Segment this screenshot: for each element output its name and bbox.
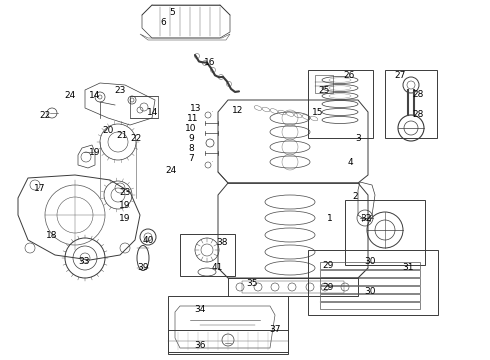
Text: 41: 41	[211, 264, 222, 273]
Text: 21: 21	[116, 131, 128, 140]
Text: 13: 13	[190, 104, 202, 113]
Text: 33: 33	[78, 257, 90, 266]
Text: 16: 16	[204, 58, 216, 67]
Text: 26: 26	[343, 71, 355, 80]
Text: 25: 25	[318, 86, 330, 95]
Text: 39: 39	[137, 264, 149, 273]
Text: 23: 23	[114, 86, 126, 95]
Text: 30: 30	[364, 257, 376, 266]
Bar	[130, 96, 158, 118]
Text: 4: 4	[347, 158, 353, 166]
Text: 31: 31	[402, 264, 414, 273]
Text: 28: 28	[412, 90, 424, 99]
Text: 14: 14	[89, 90, 100, 99]
Text: 20: 20	[102, 126, 114, 135]
Bar	[345, 200, 425, 265]
Text: 29: 29	[322, 261, 334, 270]
Text: 9: 9	[188, 134, 194, 143]
Text: 40: 40	[142, 235, 154, 244]
Text: 19: 19	[119, 201, 131, 210]
Text: 12: 12	[232, 105, 244, 114]
Text: 3: 3	[355, 134, 361, 143]
Text: 2: 2	[352, 192, 358, 201]
Text: 5: 5	[169, 8, 175, 17]
Text: 30: 30	[364, 288, 376, 297]
Text: 11: 11	[187, 113, 199, 122]
Text: 14: 14	[147, 108, 159, 117]
Text: 19: 19	[89, 148, 101, 157]
Bar	[242, 281, 344, 293]
Text: 19: 19	[119, 213, 131, 222]
Bar	[168, 330, 288, 352]
Text: 38: 38	[216, 238, 228, 247]
Text: 28: 28	[412, 109, 424, 118]
Bar	[168, 296, 288, 354]
Text: 17: 17	[34, 184, 46, 193]
Text: 34: 34	[195, 306, 206, 315]
Text: 29: 29	[322, 284, 334, 292]
Bar	[228, 278, 358, 296]
Text: 37: 37	[269, 325, 281, 334]
Text: 22: 22	[39, 111, 50, 120]
Text: 15: 15	[312, 108, 324, 117]
Text: 7: 7	[188, 153, 194, 162]
Text: 10: 10	[185, 123, 197, 132]
Bar	[315, 75, 333, 93]
Text: 6: 6	[160, 18, 166, 27]
Text: 24: 24	[166, 166, 176, 175]
Text: 32: 32	[360, 213, 372, 222]
Bar	[308, 70, 373, 138]
Bar	[308, 250, 438, 315]
Text: 23: 23	[119, 188, 131, 197]
Text: 22: 22	[130, 134, 142, 143]
Text: 1: 1	[327, 213, 333, 222]
Text: 24: 24	[64, 90, 75, 99]
Text: 8: 8	[188, 144, 194, 153]
Bar	[385, 70, 437, 138]
Text: 27: 27	[394, 71, 406, 80]
Bar	[180, 234, 235, 276]
Text: 18: 18	[46, 230, 58, 239]
Text: 36: 36	[194, 341, 206, 350]
Text: 35: 35	[246, 279, 258, 288]
